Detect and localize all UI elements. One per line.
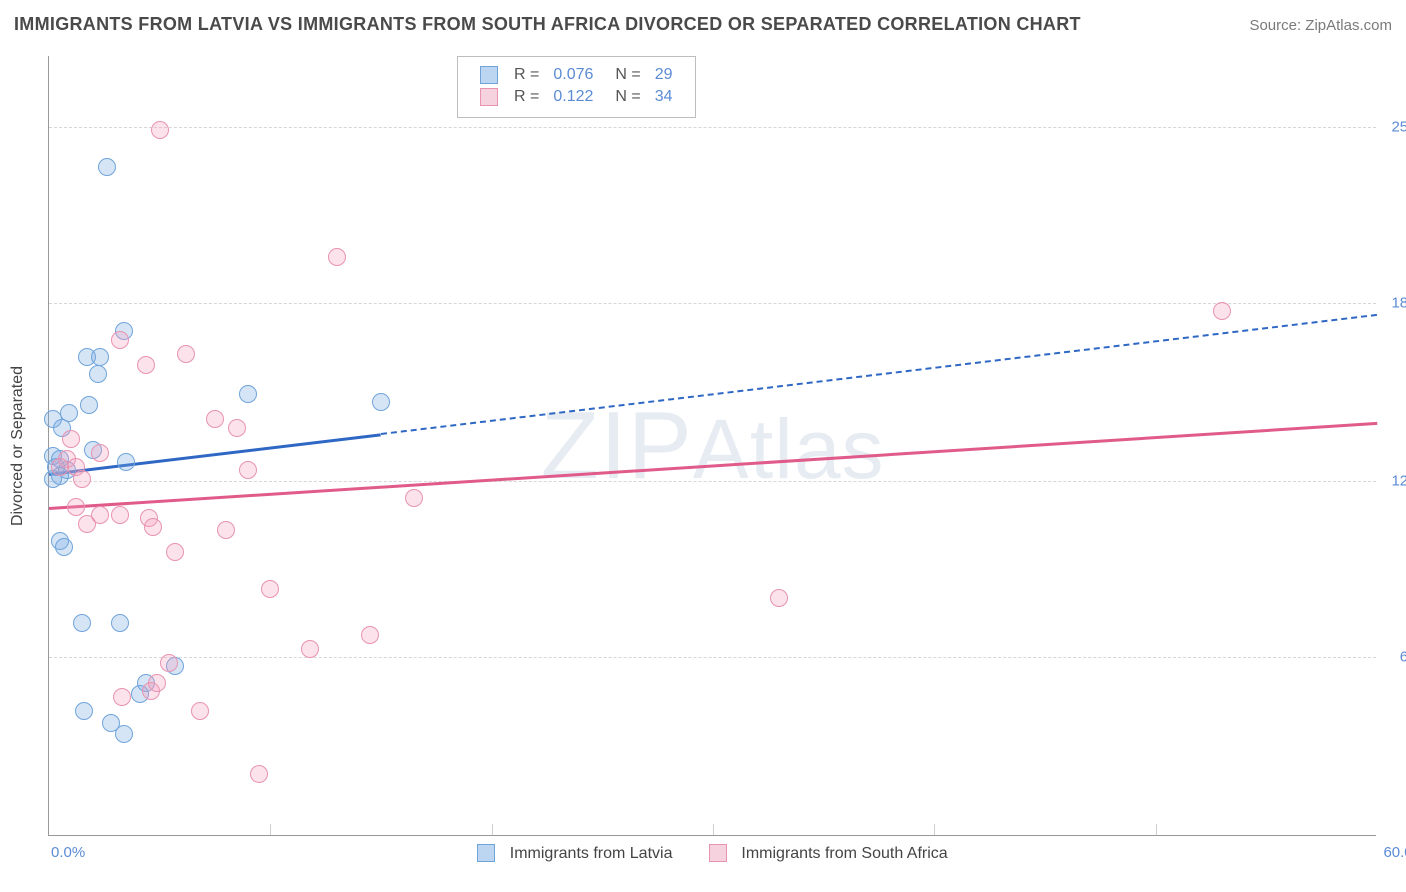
y-tick-label: 18.8% <box>1380 294 1406 311</box>
series-legend-swatch-1 <box>709 844 727 862</box>
x-axis-end-label: 60.0% <box>1372 844 1406 861</box>
data-point-series-0 <box>91 348 109 366</box>
data-point-series-1 <box>405 489 423 507</box>
series-legend-label-1: Immigrants from South Africa <box>741 845 947 862</box>
trend-line-dashed-0 <box>381 314 1377 435</box>
legend-n-value-0: 29 <box>649 65 679 85</box>
chart-source: Source: ZipAtlas.com <box>1249 17 1392 34</box>
data-point-series-1 <box>91 444 109 462</box>
data-point-series-0 <box>75 702 93 720</box>
legend-r-value-1: 0.122 <box>547 87 599 107</box>
data-point-series-0 <box>89 365 107 383</box>
gridline-h <box>49 303 1376 304</box>
y-tick-label: 25.0% <box>1380 118 1406 135</box>
data-point-series-0 <box>55 538 73 556</box>
y-axis-title: Divorced or Separated <box>9 366 27 526</box>
data-point-series-1 <box>328 248 346 266</box>
data-point-series-1 <box>62 430 80 448</box>
chart-title: IMMIGRANTS FROM LATVIA VS IMMIGRANTS FRO… <box>14 14 1081 35</box>
data-point-series-0 <box>60 404 78 422</box>
data-point-series-1 <box>361 626 379 644</box>
gridline-h <box>49 481 1376 482</box>
data-point-series-0 <box>98 158 116 176</box>
data-point-series-1 <box>191 702 209 720</box>
x-tick <box>270 824 271 835</box>
data-point-series-1 <box>250 765 268 783</box>
y-tick-label: 12.5% <box>1380 473 1406 490</box>
data-point-series-1 <box>113 688 131 706</box>
data-point-series-1 <box>160 654 178 672</box>
data-point-series-1 <box>177 345 195 363</box>
legend-n-label: N = <box>601 65 646 85</box>
legend-r-label: R = <box>508 65 545 85</box>
data-point-series-1 <box>148 674 166 692</box>
legend-row-series-0: R = 0.076 N = 29 <box>474 65 679 85</box>
correlation-legend: R = 0.076 N = 29 R = 0.122 N = 34 <box>457 56 696 118</box>
data-point-series-1 <box>137 356 155 374</box>
data-point-series-1 <box>166 543 184 561</box>
data-point-series-1 <box>239 461 257 479</box>
data-point-series-1 <box>111 331 129 349</box>
data-point-series-1 <box>67 498 85 516</box>
x-tick <box>492 824 493 835</box>
legend-row-series-1: R = 0.122 N = 34 <box>474 87 679 107</box>
gridline-h <box>49 127 1376 128</box>
data-point-series-1 <box>228 419 246 437</box>
data-point-series-0 <box>115 725 133 743</box>
data-point-series-1 <box>217 521 235 539</box>
series-legend: Immigrants from Latvia Immigrants from S… <box>49 845 1376 863</box>
plot-area: ZIPAtlas R = 0.076 N = 29 R = 0.122 N = … <box>48 56 1376 836</box>
legend-r-label: R = <box>508 87 545 107</box>
data-point-series-1 <box>144 518 162 536</box>
series-legend-swatch-0 <box>477 844 495 862</box>
data-point-series-1 <box>91 506 109 524</box>
data-point-series-0 <box>372 393 390 411</box>
y-tick-label: 6.3% <box>1380 649 1406 666</box>
chart-header: IMMIGRANTS FROM LATVIA VS IMMIGRANTS FRO… <box>14 14 1392 35</box>
legend-r-value-0: 0.076 <box>547 65 599 85</box>
data-point-series-1 <box>51 458 69 476</box>
data-point-series-1 <box>111 506 129 524</box>
legend-n-label: N = <box>601 87 646 107</box>
data-point-series-1 <box>73 470 91 488</box>
x-tick <box>934 824 935 835</box>
gridline-h <box>49 657 1376 658</box>
data-point-series-1 <box>261 580 279 598</box>
x-tick <box>713 824 714 835</box>
legend-swatch-0 <box>480 66 498 84</box>
data-point-series-1 <box>206 410 224 428</box>
series-legend-item-0: Immigrants from Latvia <box>477 845 672 863</box>
data-point-series-1 <box>301 640 319 658</box>
data-point-series-0 <box>80 396 98 414</box>
data-point-series-0 <box>73 614 91 632</box>
series-legend-item-1: Immigrants from South Africa <box>709 845 948 863</box>
data-point-series-1 <box>151 121 169 139</box>
x-tick <box>1156 824 1157 835</box>
data-point-series-1 <box>1213 302 1231 320</box>
data-point-series-1 <box>770 589 788 607</box>
data-point-series-0 <box>239 385 257 403</box>
series-legend-label-0: Immigrants from Latvia <box>510 845 673 862</box>
legend-n-value-1: 34 <box>649 87 679 107</box>
legend-swatch-1 <box>480 88 498 106</box>
data-point-series-0 <box>117 453 135 471</box>
data-point-series-0 <box>111 614 129 632</box>
